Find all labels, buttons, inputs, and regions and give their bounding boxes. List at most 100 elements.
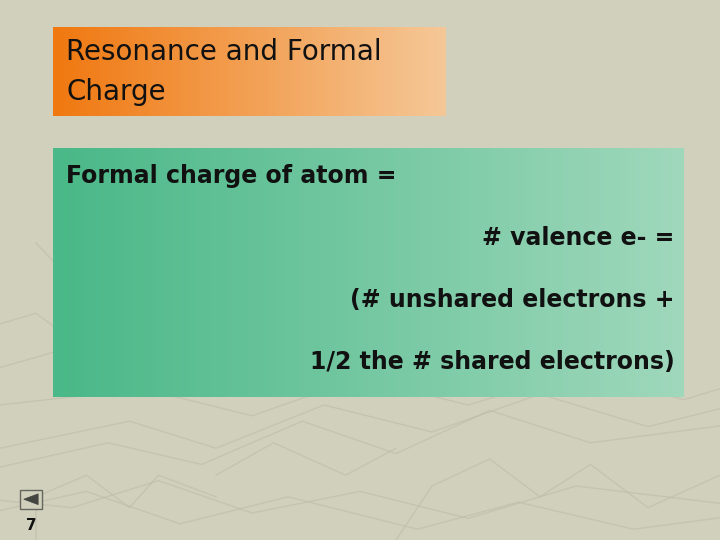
Bar [269,148,274,397]
Bar [642,148,647,397]
Bar [367,27,372,116]
Bar [589,148,595,397]
Bar [179,148,185,397]
Bar [393,27,397,116]
Bar [223,27,228,116]
Text: 1/2 the # shared electrons): 1/2 the # shared electrons) [310,350,675,374]
Bar [214,27,217,116]
Bar [610,148,616,397]
Bar [284,148,290,397]
Bar [326,148,332,397]
Bar [227,27,230,116]
Bar [274,148,280,397]
Bar [216,148,222,397]
Bar [468,148,474,397]
Bar [194,27,198,116]
Bar [168,148,175,397]
Bar [341,27,345,116]
Polygon shape [24,494,38,504]
Bar [647,148,652,397]
Bar [631,148,636,397]
Bar [119,27,122,116]
Bar [672,148,679,397]
Bar [190,148,196,397]
Bar [164,27,168,116]
Bar [292,27,296,116]
Bar [431,148,437,397]
Bar [200,148,206,397]
Bar [457,148,464,397]
Bar [463,148,469,397]
Bar [510,148,516,397]
Bar [143,148,148,397]
Bar [282,27,286,116]
Bar [132,27,136,116]
Bar [205,148,212,397]
Bar [207,27,211,116]
Bar [410,27,414,116]
Bar [53,148,59,397]
Bar [305,27,309,116]
Text: Resonance and Formal: Resonance and Formal [66,38,382,66]
Bar [379,148,384,397]
Bar [101,148,107,397]
Bar [253,27,257,116]
Bar [184,27,188,116]
Bar [132,148,138,397]
Bar [279,148,285,397]
Bar [74,148,80,397]
Bar [127,148,132,397]
Bar [397,27,400,116]
Bar [138,148,143,397]
Bar [145,27,149,116]
Bar [516,148,521,397]
Bar [195,148,201,397]
Bar [86,27,90,116]
Text: (# unshared electrons +: (# unshared electrons + [350,288,675,312]
Bar [248,148,253,397]
Bar [331,148,338,397]
Bar [155,27,158,116]
Bar [302,27,306,116]
Bar [20,490,42,509]
Bar [374,148,379,397]
Bar [122,148,127,397]
Bar [96,27,100,116]
Bar [353,148,359,397]
Bar [161,27,165,116]
Bar [200,27,204,116]
Bar [79,27,84,116]
Bar [380,27,384,116]
Bar [342,148,348,397]
Bar [95,148,102,397]
Bar [227,148,233,397]
Bar [58,148,65,397]
Bar [181,27,185,116]
Bar [240,27,243,116]
Bar [106,27,109,116]
Bar [109,27,113,116]
Bar [347,148,354,397]
Bar [562,148,569,397]
Bar [295,27,300,116]
Bar [338,27,342,116]
Bar [420,27,423,116]
Bar [479,148,485,397]
Bar [557,148,563,397]
Bar [73,27,77,116]
Bar [232,148,238,397]
Bar [197,27,201,116]
Bar [125,27,129,116]
Bar [70,27,73,116]
Bar [358,148,364,397]
Text: # valence e- =: # valence e- = [482,226,675,249]
Bar [536,148,542,397]
Bar [151,27,156,116]
Bar [76,27,80,116]
Bar [89,27,94,116]
Bar [117,148,122,397]
Bar [256,27,260,116]
Bar [122,27,126,116]
Bar [337,148,343,397]
Bar [79,148,86,397]
